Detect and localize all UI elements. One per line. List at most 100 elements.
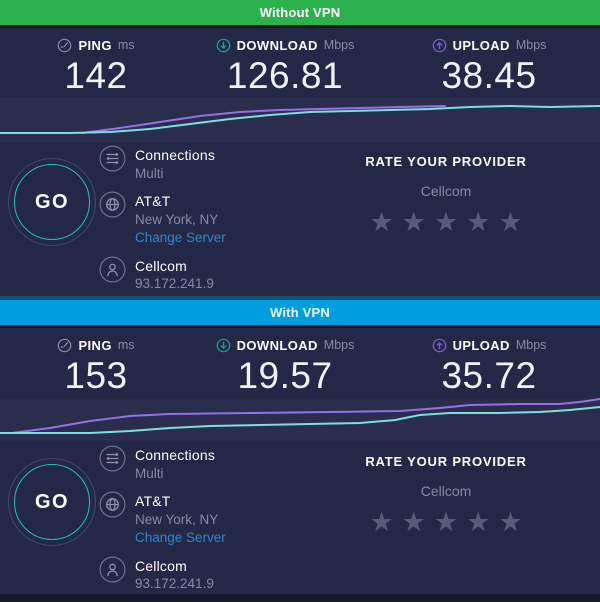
- section-divider: [0, 296, 600, 300]
- ping-label: PING: [78, 37, 112, 53]
- stat-upload: UPLOAD Mbps 35.72: [414, 336, 564, 398]
- star-icon[interactable]: ★: [401, 207, 426, 237]
- star-icon[interactable]: ★: [498, 207, 523, 237]
- globe-icon: [99, 191, 126, 218]
- banner-edge: [0, 325, 600, 328]
- ping-unit: ms: [117, 38, 135, 52]
- stat-ping: PING ms 142: [36, 36, 156, 98]
- ping-value: 153: [64, 355, 128, 396]
- download-unit: Mbps: [323, 338, 355, 352]
- star-rating[interactable]: ★ ★ ★ ★ ★: [336, 207, 556, 238]
- server-location: New York, NY: [135, 511, 219, 527]
- stats-row: PING ms 142 DOWNLOAD Mbps 126.81: [0, 28, 600, 98]
- stat-upload: UPLOAD Mbps 38.45: [414, 36, 564, 98]
- upload-unit: Mbps: [515, 338, 547, 352]
- upload-label: UPLOAD: [452, 37, 510, 53]
- rate-your-provider: RATE YOUR PROVIDER Cellcom ★ ★ ★ ★ ★: [336, 454, 556, 538]
- connections-icon: [99, 145, 126, 172]
- download-value: 126.81: [226, 55, 344, 96]
- globe-icon: [99, 491, 126, 518]
- rate-title: RATE YOUR PROVIDER: [365, 454, 527, 469]
- ping-unit: ms: [117, 338, 135, 352]
- download-arrow-icon: [216, 38, 230, 52]
- download-unit: Mbps: [323, 38, 355, 52]
- upload-label: UPLOAD: [452, 337, 510, 353]
- upload-value: 35.72: [441, 355, 537, 396]
- server-location: New York, NY: [135, 211, 219, 227]
- banner-with-vpn: With VPN: [0, 300, 600, 325]
- stat-download: DOWNLOAD Mbps 126.81: [190, 36, 380, 98]
- connections-item: Connections Multi: [99, 445, 226, 483]
- isp-item: AT&T New York, NY Change Server: [99, 491, 226, 548]
- footer-bar: [0, 594, 600, 602]
- star-icon[interactable]: ★: [466, 207, 491, 237]
- star-icon[interactable]: ★: [369, 507, 394, 537]
- go-button-ring: GO: [14, 164, 90, 240]
- ip-address: 93.172.241.9: [135, 576, 214, 591]
- ping-label: PING: [78, 337, 112, 353]
- speed-graph: [0, 398, 600, 442]
- download-value: 19.57: [237, 355, 333, 396]
- gauge-icon: [58, 338, 72, 352]
- star-icon[interactable]: ★: [369, 207, 394, 237]
- gauge-icon: [58, 38, 72, 52]
- star-icon[interactable]: ★: [401, 507, 426, 537]
- download-arrow-icon: [216, 338, 230, 352]
- upload-line: [11, 398, 600, 434]
- banner-label: With VPN: [270, 305, 330, 320]
- provider-name: Cellcom: [135, 557, 187, 574]
- provider-name: Cellcom: [135, 257, 187, 274]
- go-button-label: GO: [34, 190, 70, 213]
- connections-item: Connections Multi: [99, 145, 226, 183]
- stat-download: DOWNLOAD Mbps 19.57: [190, 336, 380, 398]
- person-icon: [99, 256, 126, 282]
- go-button[interactable]: GO: [8, 158, 96, 246]
- stat-ping: PING ms 153: [36, 336, 156, 398]
- connections-icon: [99, 445, 126, 472]
- ping-value: 142: [64, 55, 128, 96]
- go-button[interactable]: GO: [8, 458, 96, 546]
- star-rating[interactable]: ★ ★ ★ ★ ★: [336, 507, 556, 538]
- change-server-link[interactable]: Change Server: [135, 230, 226, 245]
- rate-your-provider: RATE YOUR PROVIDER Cellcom ★ ★ ★ ★ ★: [336, 154, 556, 238]
- speedtest-section-without-vpn: Without VPN PING ms 142 DOWNLOAD: [0, 0, 600, 296]
- person-icon: [99, 556, 126, 582]
- rate-provider-name: Cellcom: [420, 483, 472, 499]
- isp-item: AT&T New York, NY Change Server: [99, 191, 226, 248]
- isp-name: AT&T: [135, 493, 171, 509]
- download-label: DOWNLOAD: [236, 337, 318, 353]
- banner-without-vpn: Without VPN: [0, 0, 600, 25]
- star-icon[interactable]: ★: [498, 507, 523, 537]
- upload-arrow-icon: [432, 338, 446, 352]
- connections-value: Multi: [135, 165, 164, 181]
- upload-value: 38.45: [441, 55, 537, 96]
- provider-item: Cellcom 93.172.241.9: [99, 256, 226, 294]
- isp-name: AT&T: [135, 193, 171, 209]
- stats-row: PING ms 153 DOWNLOAD Mbps 19.57: [0, 328, 600, 398]
- connection-info: Connections Multi AT&T New York, NY Chan…: [99, 445, 226, 602]
- ip-address: 93.172.241.9: [135, 276, 214, 291]
- provider-item: Cellcom 93.172.241.9: [99, 556, 226, 594]
- rate-title: RATE YOUR PROVIDER: [365, 154, 527, 169]
- download-line: [0, 105, 600, 134]
- banner-label: Without VPN: [259, 5, 341, 20]
- connections-label: Connections: [135, 147, 216, 163]
- upload-arrow-icon: [432, 38, 446, 52]
- connection-info: Connections Multi AT&T New York, NY Chan…: [99, 145, 226, 302]
- banner-edge: [0, 25, 600, 28]
- change-server-link[interactable]: Change Server: [135, 530, 226, 545]
- upload-line: [81, 105, 446, 134]
- speedtest-section-with-vpn: With VPN PING ms 153 DOWNLOAD: [0, 300, 600, 594]
- go-button-label: GO: [34, 490, 70, 513]
- rate-provider-name: Cellcom: [420, 183, 472, 199]
- connections-value: Multi: [135, 465, 164, 481]
- go-button-ring: GO: [14, 464, 90, 540]
- connections-label: Connections: [135, 447, 216, 463]
- speed-graph: [0, 98, 600, 142]
- star-icon[interactable]: ★: [433, 507, 459, 537]
- star-icon[interactable]: ★: [433, 207, 459, 237]
- star-icon[interactable]: ★: [466, 507, 491, 537]
- download-label: DOWNLOAD: [236, 37, 318, 53]
- download-line: [0, 406, 600, 434]
- upload-unit: Mbps: [515, 38, 547, 52]
